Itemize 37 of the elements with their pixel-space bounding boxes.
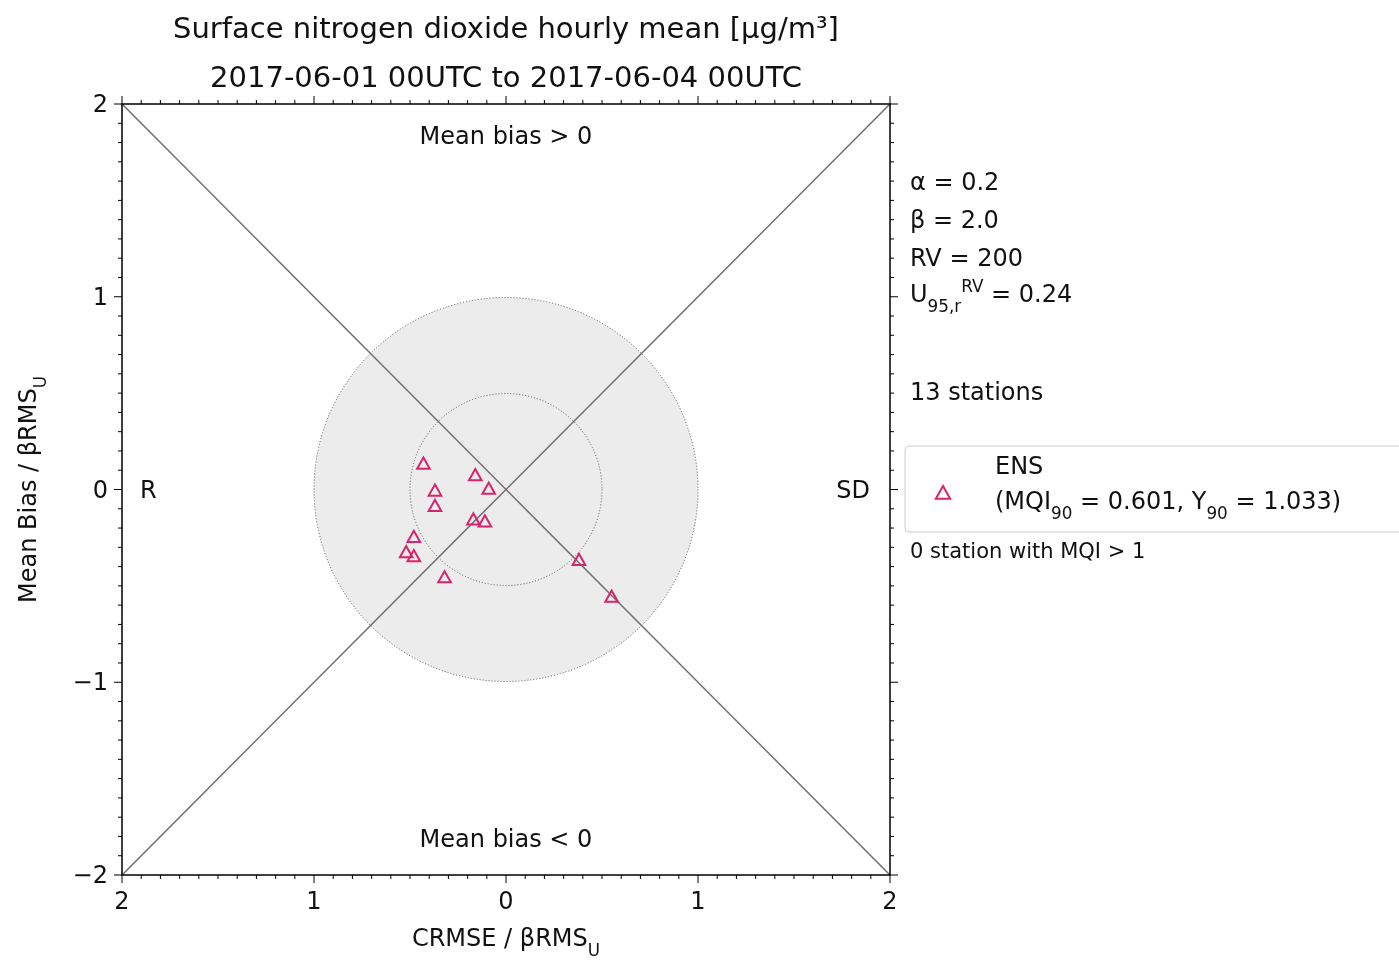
x-tick-label: 2 xyxy=(882,887,898,915)
x-tick-label: 1 xyxy=(306,887,322,915)
y-tick-label: 2 xyxy=(92,90,108,118)
x-tick-label: 2 xyxy=(114,887,130,915)
text: U$_{95,r}$$^{RV}$ = 0.24 xyxy=(910,276,1073,316)
point xyxy=(427,498,443,513)
annotation: Mean bias < 0 xyxy=(419,825,593,853)
point xyxy=(427,483,443,497)
y-tick-label: 0 xyxy=(92,475,108,504)
point xyxy=(406,548,422,563)
text: α = 0.2 xyxy=(910,168,1000,196)
point xyxy=(467,468,483,482)
y-tick-label: −1 xyxy=(72,668,108,697)
annotation: Mean bias > 0 xyxy=(419,122,593,150)
x-axis-title: CRMSE / βRMS$_{U}$ xyxy=(411,924,601,960)
point xyxy=(481,481,497,495)
point xyxy=(604,589,619,603)
text: 0 station with MQI > 1 xyxy=(910,539,1146,563)
point xyxy=(406,529,422,543)
chart-title: Surface nitrogen dioxide hourly mean [μg/m³] xyxy=(173,11,839,45)
x-tick-label: 1 xyxy=(690,887,706,915)
point xyxy=(437,570,452,584)
y-tick-label: 1 xyxy=(92,282,108,311)
text: 13 stations xyxy=(910,378,1044,406)
point xyxy=(416,456,431,470)
chart-subtitle: 2017-06-01 00UTC to 2017-06-04 00UTC xyxy=(210,60,802,94)
point xyxy=(398,545,414,559)
x-tick-label: 0 xyxy=(498,887,514,915)
annotation: R xyxy=(140,475,157,504)
legend-label: ENS (MQI$_{90}$ = 0.601, Y$_{90}$ = 1.033) xyxy=(995,452,1342,523)
annotation: SD xyxy=(836,475,870,504)
point xyxy=(466,512,481,526)
point xyxy=(571,552,587,567)
point xyxy=(477,514,493,528)
text: RV = 200 xyxy=(910,244,1023,272)
text: β = 2.0 xyxy=(910,206,999,234)
y-tick-label: −2 xyxy=(72,861,108,889)
